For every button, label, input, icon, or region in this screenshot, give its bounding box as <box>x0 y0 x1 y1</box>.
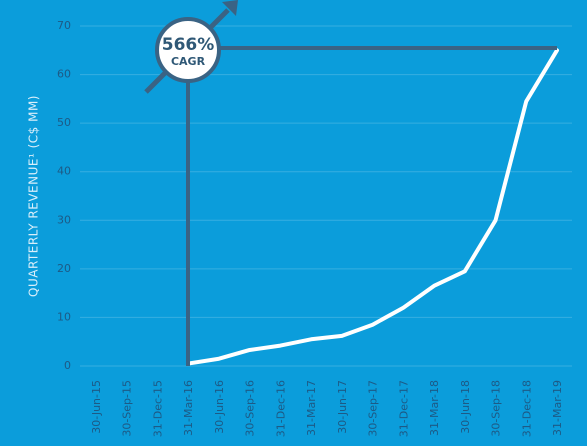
x-tick-label: 31-Mar-19 <box>551 380 564 436</box>
x-tick-label: 30-Jun-16 <box>213 380 226 434</box>
x-tick-label: 30-Jun-18 <box>459 380 472 434</box>
plot-area: 0 10 20 30 40 50 60 70 30-Jun-15 30-Sep-15 31-Dec-… <box>57 19 572 437</box>
arrow-head <box>222 0 238 16</box>
annotation-circle <box>155 17 221 83</box>
x-tick-label: 31-Mar-16 <box>182 380 195 436</box>
x-tick-label: 31-Dec-18 <box>520 380 533 437</box>
y-tick-label: 0 <box>64 359 71 372</box>
y-tick-label: 30 <box>57 213 71 226</box>
x-tick-label: 30-Sep-15 <box>121 380 134 437</box>
y-tick-label: 40 <box>57 165 71 178</box>
y-axis-label: QUARTERLY REVENUE¹ (C$ MM) <box>27 95 41 297</box>
x-tick-label: 31-Mar-18 <box>428 380 441 436</box>
y-tick-label: 50 <box>57 116 71 129</box>
annotation-value: 566% <box>162 35 215 55</box>
x-tick-label: 31-Dec-17 <box>397 380 410 437</box>
x-tick-label: 30-Sep-16 <box>244 380 257 437</box>
x-tick-label: 31-Dec-16 <box>274 380 287 437</box>
y-tick-label: 10 <box>57 310 71 323</box>
y-tick-label: 70 <box>57 19 71 32</box>
x-tick-label: 30-Jun-17 <box>336 380 349 434</box>
y-tick-label: 60 <box>57 68 71 81</box>
data-line <box>186 48 559 366</box>
x-tick-label: 30-Sep-17 <box>367 380 380 437</box>
y-tick-label: 20 <box>57 262 71 275</box>
x-tick-label: 30-Sep-18 <box>490 380 503 437</box>
x-tick-label: 31-Dec-15 <box>151 380 164 437</box>
x-tick-label: 30-Jun-15 <box>90 380 103 434</box>
annotation-label: CAGR <box>171 55 206 68</box>
x-tick-label: 31-Mar-17 <box>305 380 318 436</box>
cagr-annotation: 566% CAGR <box>144 0 557 366</box>
